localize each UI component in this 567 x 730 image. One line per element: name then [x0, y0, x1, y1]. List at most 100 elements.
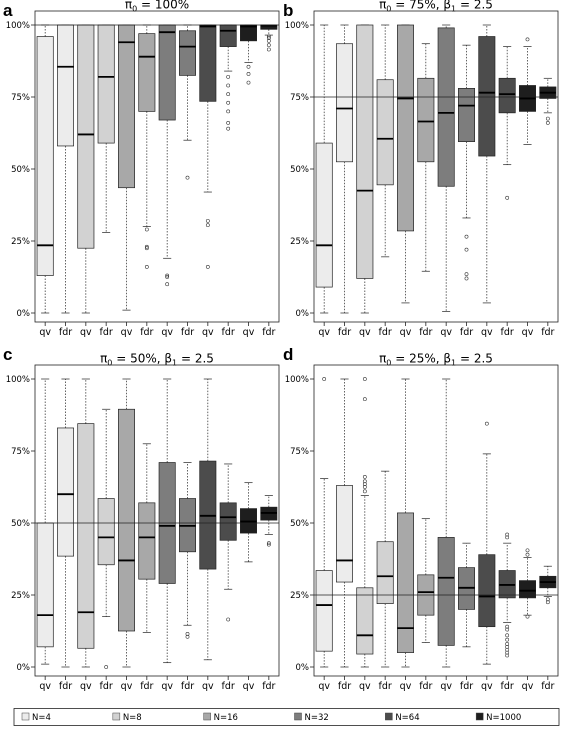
- outlier-point: [505, 627, 510, 632]
- legend-swatch: [21, 712, 30, 721]
- outlier-point: [226, 121, 231, 125]
- x-tick-label: qv: [440, 327, 452, 338]
- outlier-point: [505, 642, 510, 646]
- box-iqr: [36, 36, 54, 276]
- box-iqr: [376, 541, 394, 604]
- box-fdr-N=32: [458, 44, 475, 281]
- legend-frame: [13, 708, 560, 726]
- box-qv-N=64: [478, 24, 496, 304]
- box-iqr: [179, 30, 196, 76]
- outlier-point: [525, 614, 530, 619]
- y-tick-label: 100%: [285, 375, 309, 385]
- legend-label: N=32: [305, 713, 329, 723]
- box-qv-N=32: [437, 24, 455, 312]
- outlier-point: [505, 644, 510, 649]
- box-iqr: [478, 36, 496, 157]
- outlier-point: [205, 223, 210, 228]
- panel-letter: c: [3, 345, 12, 364]
- outlier-point: [505, 624, 510, 629]
- panel-c: c π0 = 50%, β1 = 2.50%25%50%75%100%qv fdr q…: [3, 345, 280, 692]
- outlier-point: [362, 377, 367, 381]
- outlier-point: [362, 482, 367, 487]
- legend-swatch: [294, 712, 302, 721]
- box-iqr: [199, 24, 217, 102]
- x-tick-label: fdr: [419, 327, 432, 338]
- y-tick-label: 25%: [11, 591, 30, 601]
- x-tick-label: fdr: [379, 327, 392, 338]
- box-fdr-N=4: [336, 378, 353, 668]
- legend-swatch: [475, 712, 484, 721]
- legend-label: N=8: [123, 713, 142, 723]
- box-iqr: [315, 142, 333, 288]
- x-tick-label: qv: [318, 681, 330, 692]
- outlier-point: [505, 650, 510, 655]
- x-tick-label: fdr: [379, 681, 392, 692]
- y-tick-label: 100%: [285, 21, 309, 31]
- x-tick-label: qv: [400, 327, 412, 338]
- box-qv-N=1000: [519, 37, 536, 145]
- box-iqr: [118, 408, 135, 632]
- box-qv-N=8: [77, 378, 95, 668]
- box-qv-N=1000: [240, 24, 257, 85]
- box-iqr: [138, 33, 156, 112]
- y-tick-label: 75%: [290, 93, 309, 103]
- outlier-point: [545, 600, 550, 605]
- box-qv-N=1000: [519, 548, 536, 619]
- box-fdr-N=4: [336, 24, 353, 314]
- x-tick-label: fdr: [222, 327, 235, 338]
- box-iqr: [336, 485, 353, 583]
- outlier-point: [144, 246, 149, 251]
- box-qv-N=8: [77, 24, 95, 314]
- outlier-point: [505, 535, 510, 540]
- y-tick-label: 25%: [290, 591, 309, 601]
- x-tick-label: qv: [440, 681, 452, 692]
- outlier-point: [185, 631, 190, 636]
- outlier-point: [464, 272, 469, 277]
- y-tick-label: 50%: [290, 519, 309, 529]
- outlier-point: [362, 479, 367, 484]
- box-fdr-N=1000: [539, 565, 557, 605]
- box-iqr: [397, 24, 414, 232]
- panel-letter: d: [283, 345, 293, 364]
- x-tick-label: fdr: [140, 327, 153, 338]
- legend-swatch: [112, 712, 121, 721]
- outlier-point: [226, 100, 231, 105]
- x-tick-label: qv: [39, 681, 51, 692]
- outlier-point: [505, 633, 510, 638]
- box-iqr: [97, 24, 115, 144]
- box-fdr-N=4: [57, 378, 74, 668]
- legend-item-N=4: N=4: [21, 712, 51, 723]
- x-tick-label: fdr: [460, 327, 473, 338]
- box-iqr: [138, 502, 156, 580]
- box-fdr-N=8: [376, 24, 394, 258]
- box-iqr: [437, 27, 455, 187]
- x-tick-label: fdr: [460, 681, 473, 692]
- outlier-point: [246, 72, 251, 76]
- outlier-point: [505, 653, 510, 658]
- box-qv-N=64: [478, 421, 496, 665]
- box-qv-N=16: [397, 378, 414, 668]
- box-fdr-N=16: [138, 443, 156, 633]
- box-fdr-N=32: [179, 24, 196, 180]
- box-iqr: [77, 423, 95, 649]
- box-iqr: [77, 24, 95, 249]
- outlier-point: [144, 265, 149, 269]
- x-tick-label: qv: [202, 327, 214, 338]
- outlier-point: [545, 121, 550, 125]
- x-tick-label: qv: [121, 681, 133, 692]
- legend-label: N=64: [395, 713, 419, 723]
- box-iqr: [97, 498, 115, 566]
- box-iqr: [219, 502, 237, 541]
- box-qv-N=16: [118, 378, 135, 668]
- box-iqr: [458, 88, 475, 142]
- outlier-point: [484, 421, 489, 426]
- outlier-point: [505, 647, 510, 652]
- panel-a: a π0 = 100%0%25%50%75%100%qv fdr qv fdr qv fdr…: [3, 0, 280, 338]
- x-tick-label: fdr: [501, 327, 514, 338]
- y-tick-label: 25%: [290, 237, 309, 247]
- outlier-point: [266, 542, 271, 547]
- outlier-point: [144, 244, 149, 249]
- x-tick-label: qv: [121, 327, 133, 338]
- y-tick-label: 75%: [11, 447, 30, 457]
- box-qv-N=4: [315, 24, 333, 314]
